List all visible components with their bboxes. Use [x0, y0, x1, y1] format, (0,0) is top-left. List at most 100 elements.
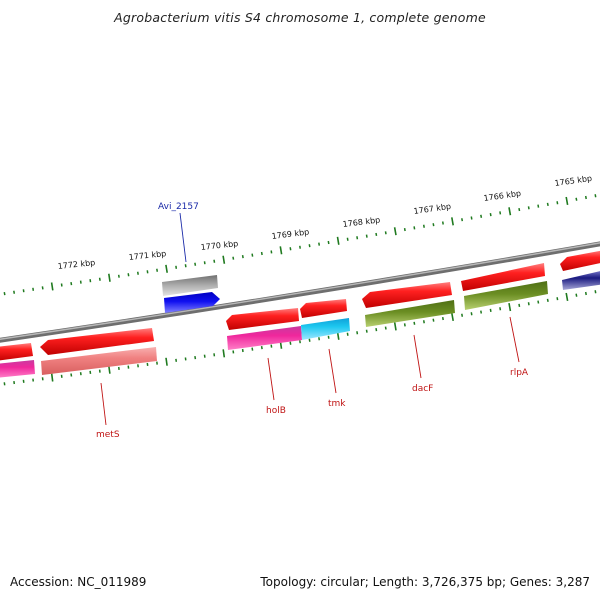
gene-holb[interactable]: [227, 326, 302, 350]
outer-minor-tick: [241, 254, 244, 259]
inner-minor-tick: [289, 341, 292, 345]
outer-minor-tick: [584, 195, 587, 200]
gene-label-mets[interactable]: metS: [96, 430, 120, 440]
outer-major-tick: [336, 236, 340, 245]
inner-major-tick: [50, 373, 54, 382]
outer-minor-tick: [556, 201, 559, 205]
outer-minor-tick: [251, 253, 254, 257]
outer-minor-tick: [594, 194, 597, 198]
gene-dacf-upper[interactable]: [362, 282, 452, 308]
inner-minor-tick: [527, 302, 530, 306]
outer-minor-tick: [518, 207, 521, 212]
gene-label-rlpa[interactable]: rlpA: [510, 368, 529, 378]
outer-minor-tick: [41, 286, 44, 290]
scale-label-1768: 1768 kbp: [342, 215, 381, 229]
outer-minor-tick: [489, 212, 492, 217]
gene-tmk[interactable]: [301, 318, 350, 340]
map-title: Agrobacterium vitis S4 chromosome 1, com…: [114, 10, 486, 25]
inner-minor-tick: [556, 297, 559, 301]
inner-minor-tick: [194, 355, 197, 360]
outer-minor-tick: [289, 247, 292, 251]
outer-minor-tick: [127, 273, 130, 277]
outer-minor-tick: [432, 223, 435, 227]
leader-tmk: [328, 348, 337, 394]
gene-dacf[interactable]: [365, 300, 455, 327]
inner-major-tick: [222, 349, 226, 358]
leader-avi-2157: [179, 212, 187, 263]
gene-rlpa-upper[interactable]: [461, 263, 545, 291]
leader-mets: [100, 382, 107, 426]
outer-minor-tick: [156, 268, 159, 272]
gene-label-tmk[interactable]: tmk: [328, 399, 346, 409]
outer-major-tick: [451, 217, 454, 226]
inner-minor-tick: [480, 310, 483, 314]
outer-minor-tick: [365, 234, 368, 238]
outer-major-tick: [508, 207, 512, 216]
gene-mets[interactable]: [41, 347, 157, 375]
outer-minor-tick: [527, 206, 530, 210]
outer-minor-tick: [403, 227, 406, 232]
inner-minor-tick: [594, 290, 597, 294]
outer-minor-tick: [98, 277, 101, 281]
outer-minor-tick: [461, 218, 464, 222]
outer-minor-tick: [346, 237, 349, 241]
scale-label-1769: 1769 kbp: [271, 227, 310, 241]
inner-major-tick: [508, 302, 512, 312]
inner-minor-tick: [375, 327, 378, 332]
inner-minor-tick: [403, 323, 406, 327]
outer-minor-tick: [194, 262, 197, 266]
outer-major-tick: [165, 264, 168, 273]
outer-minor-tick: [480, 214, 483, 218]
outer-minor-tick: [318, 242, 321, 246]
gene-right-red[interactable]: [560, 250, 600, 271]
inner-minor-tick: [575, 293, 578, 297]
outer-major-tick: [279, 246, 283, 255]
scale-label-1766: 1766 kbp: [483, 189, 522, 203]
backbone-ring-highlight: [0, 242, 600, 340]
inner-minor-tick: [70, 373, 73, 377]
scale-label-1767: 1767 kbp: [413, 202, 452, 216]
outer-minor-tick: [70, 281, 73, 286]
gene-label-dacf[interactable]: dacF: [412, 384, 433, 394]
inner-minor-tick: [365, 329, 368, 333]
gene-left-magenta[interactable]: [0, 360, 35, 378]
gene-rlpa[interactable]: [464, 281, 548, 310]
scale-label-1771: 1771 kbp: [128, 249, 166, 262]
outer-minor-tick: [470, 216, 473, 220]
outer-minor-tick: [422, 224, 425, 228]
gene-mets-upper[interactable]: [40, 328, 154, 355]
gene-label-avi-2157[interactable]: Avi_2157: [158, 202, 199, 212]
gene-left-red[interactable]: [0, 343, 33, 361]
outer-minor-tick: [136, 271, 139, 275]
accession-label: Accession: NC_011989: [10, 575, 147, 589]
gene-label-holb[interactable]: holB: [266, 406, 286, 416]
inner-minor-tick: [518, 303, 521, 308]
outer-major-tick: [108, 273, 111, 282]
outer-minor-tick: [13, 290, 16, 294]
leader-lines: [100, 212, 520, 426]
scale-label-1765: 1765 kbp: [554, 174, 593, 188]
scale-label-1772: 1772 kbp: [57, 258, 95, 271]
outer-minor-tick: [441, 221, 444, 225]
genes: [0, 250, 600, 378]
outer-major-tick: [393, 227, 397, 236]
gene-holb-upper[interactable]: [226, 308, 299, 330]
inner-minor-tick: [422, 320, 425, 324]
gene-avi-2157[interactable]: [164, 292, 220, 313]
inner-minor-tick: [413, 321, 416, 325]
gene-avi-2157-grey[interactable]: [162, 275, 218, 296]
outer-minor-tick: [3, 291, 6, 296]
leader-dacf: [413, 334, 422, 379]
outer-minor-tick: [232, 256, 235, 260]
outer-minor-tick: [327, 240, 330, 245]
leader-rlpa: [509, 316, 520, 363]
gene-right-navy[interactable]: [562, 270, 600, 290]
inner-minor-tick: [546, 298, 549, 302]
inner-minor-tick: [356, 331, 359, 335]
gene-upper-red-2[interactable]: [300, 299, 347, 318]
inner-major-tick: [108, 365, 111, 374]
topology-label: Topology: circular; Length: 3,726,375 bp…: [260, 575, 590, 589]
outer-minor-tick: [356, 236, 359, 240]
inner-minor-tick: [308, 338, 311, 342]
inner-minor-tick: [346, 332, 349, 336]
